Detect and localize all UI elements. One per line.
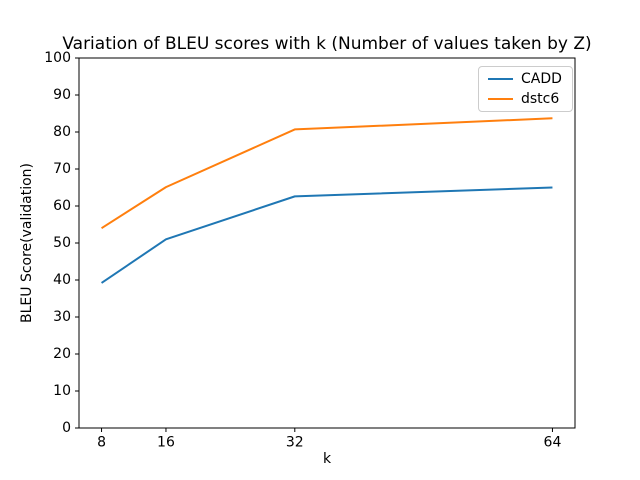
y-tick-label: 90 (53, 87, 71, 103)
axes-spines (78, 57, 576, 429)
y-tick-label: 80 (53, 124, 71, 140)
x-tick-label: 8 (97, 435, 106, 451)
x-tick-label: 32 (286, 435, 304, 451)
legend-item-dstc6: dstc6 (488, 92, 562, 106)
y-tick-label: 0 (62, 420, 71, 436)
legend-item-CADD: CADD (488, 72, 562, 86)
y-tick-label: 50 (53, 235, 71, 251)
x-tick-label: 64 (544, 435, 562, 451)
y-tick-label: 60 (53, 198, 71, 214)
y-tick-label: 40 (53, 272, 71, 288)
y-axis-label: BLEU Score(validation) (19, 162, 35, 324)
x-tick-label: 16 (157, 435, 175, 451)
legend: CADD dstc6 (478, 66, 573, 112)
y-tick-label: 30 (53, 309, 71, 325)
y-tick-label: 20 (53, 346, 71, 362)
y-tick-label: 100 (44, 50, 71, 66)
series-line-dstc6 (101, 117, 553, 230)
legend-swatch-CADD (488, 78, 513, 80)
chart-title: Variation of BLEU scores with k (Number … (62, 34, 592, 54)
legend-swatch-dstc6 (488, 98, 513, 100)
x-axis-label: k (322, 451, 332, 467)
y-tick-label: 10 (53, 383, 71, 399)
legend-label: CADD (521, 71, 562, 87)
legend-label: dstc6 (521, 91, 560, 107)
y-tick-label: 70 (53, 161, 71, 177)
series-line-CADD (100, 186, 553, 284)
